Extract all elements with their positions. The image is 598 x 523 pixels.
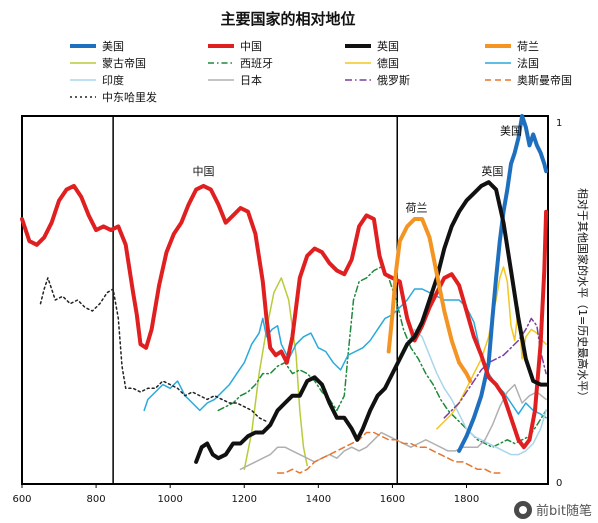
x-tick-label-6: 1800 bbox=[454, 494, 479, 505]
watermark-text: 前bit随笔 bbox=[536, 504, 592, 519]
chart-title: 主要国家的相对地位 bbox=[220, 10, 355, 28]
x-tick-label-0: 600 bbox=[12, 494, 31, 505]
legend-label-3: 荷兰 bbox=[517, 40, 539, 53]
annotation-1: 荷兰 bbox=[406, 202, 428, 215]
y-axis-label: 相对于其他国家的水平（1=历史最高水平） bbox=[576, 188, 590, 402]
x-tick-label-1: 800 bbox=[87, 494, 106, 505]
series-layer bbox=[20, 114, 549, 474]
series-1-line bbox=[20, 183, 549, 450]
legend-label-12: 中东哈里发 bbox=[102, 90, 157, 104]
annotation-2: 英国 bbox=[481, 164, 503, 178]
series-4-line bbox=[243, 277, 308, 471]
x-axis: 600 800 1000 1200 1400 1600 1800 bbox=[12, 484, 479, 505]
period-dividers bbox=[112, 116, 398, 484]
x-tick-label-2: 1000 bbox=[157, 494, 182, 505]
series-2-line bbox=[194, 180, 549, 464]
series-9-line bbox=[239, 383, 547, 471]
legend-label-6: 德国 bbox=[377, 56, 399, 70]
x-tick-label-4: 1400 bbox=[306, 494, 331, 505]
series-0-line bbox=[457, 114, 549, 453]
series-6-line bbox=[436, 266, 547, 430]
y-tick-label-1: 0 bbox=[556, 478, 562, 489]
x-tick-label-5: 1600 bbox=[380, 494, 405, 505]
y-axis: 10 bbox=[556, 118, 562, 489]
series-12-line bbox=[39, 277, 268, 423]
annotation-0: 中国 bbox=[193, 165, 215, 178]
annotation-3: 美国 bbox=[500, 124, 522, 137]
series-3-line bbox=[386, 217, 473, 383]
legend-label-5: 西班牙 bbox=[240, 57, 273, 70]
legend-label-0: 美国 bbox=[102, 40, 124, 53]
legend-label-8: 印度 bbox=[102, 73, 124, 87]
legend-label-10: 俄罗斯 bbox=[377, 74, 410, 87]
wechat-icon bbox=[514, 500, 533, 519]
legend-label-1: 中国 bbox=[240, 40, 262, 53]
series-7-line bbox=[143, 288, 547, 419]
x-tick-label-3: 1200 bbox=[232, 494, 257, 505]
legend-label-2: 英国 bbox=[377, 39, 399, 53]
legend-label-9: 日本 bbox=[240, 73, 262, 87]
series-5-line bbox=[217, 266, 547, 448]
y-tick-label-0: 1 bbox=[556, 118, 562, 129]
watermark: 前bit随笔 bbox=[514, 500, 592, 519]
legend-label-4: 蒙古帝国 bbox=[102, 56, 146, 70]
legend-label-11: 奥斯曼帝国 bbox=[517, 73, 572, 87]
plot-frame bbox=[21, 115, 549, 485]
series-11-line bbox=[276, 431, 501, 474]
legend-label-7: 法国 bbox=[517, 56, 539, 70]
series-10-line bbox=[443, 317, 547, 419]
series-8-line bbox=[399, 328, 547, 456]
